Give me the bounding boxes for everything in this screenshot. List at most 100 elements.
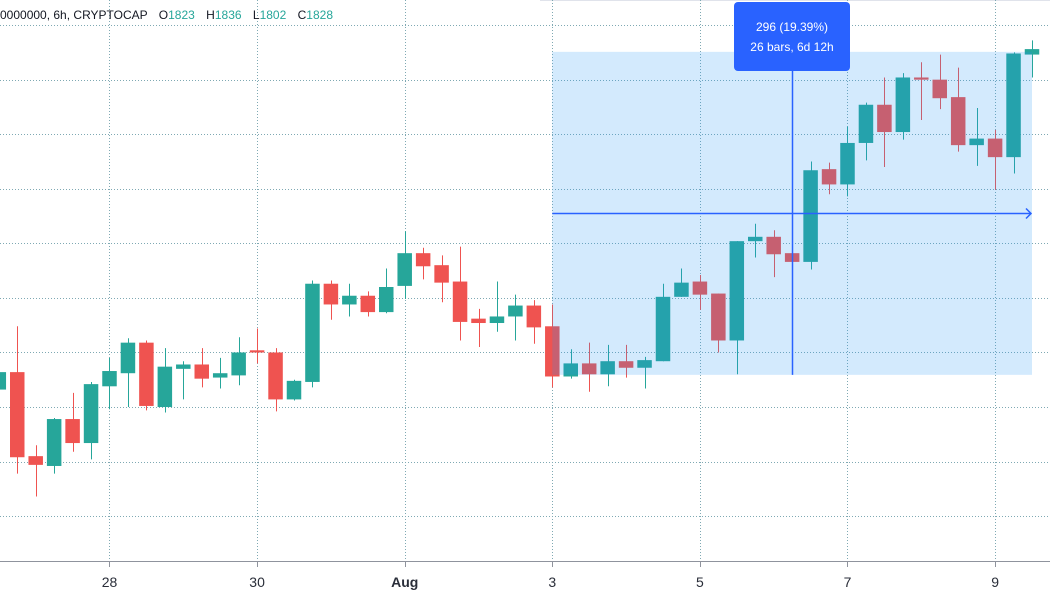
pane-top-border (540, 0, 1050, 1)
time-axis-label: 30 (249, 574, 265, 590)
close-label: C (297, 8, 307, 22)
candle-up (342, 283, 357, 317)
legend-open: O1823 (159, 8, 195, 22)
candle-body (914, 77, 929, 80)
candle-body (231, 352, 246, 376)
candle-up (803, 161, 818, 270)
candle-body (305, 283, 320, 382)
candle-body (655, 296, 671, 362)
candle-up (637, 356, 652, 389)
candle-up (397, 231, 412, 300)
candle-up (858, 102, 874, 161)
candle-body (563, 363, 578, 377)
candle-up (305, 280, 320, 388)
candle-body (342, 295, 357, 305)
measurement-tooltip: 296 (19.39%) 26 bars, 6d 12h (734, 2, 850, 71)
time-axis-tick (552, 562, 553, 567)
candle-body (803, 170, 818, 262)
time-axis[interactable]: 28 30 Aug 3 5 7 9 (0, 561, 1050, 600)
candle-up (102, 357, 117, 410)
candle-body (212, 373, 228, 378)
candle-up (0, 372, 7, 390)
candle-down (545, 304, 560, 388)
candle-body (508, 305, 523, 317)
measurement-bars-duration: 26 bars, 6d 12h (750, 40, 834, 54)
time-axis-tick (257, 562, 258, 567)
candle-body (102, 371, 117, 387)
price-chart[interactable] (0, 0, 1050, 562)
candle-down (618, 344, 634, 378)
candle-body (452, 281, 468, 322)
candle-down (452, 246, 468, 341)
candle-up (1006, 52, 1021, 174)
candle-body (950, 97, 966, 146)
high-label: H (206, 8, 215, 22)
candle-body (323, 283, 339, 305)
candle-body (600, 361, 615, 375)
candle-down (692, 274, 708, 310)
candle-up (748, 223, 763, 258)
candle-body (821, 169, 837, 185)
candle-up (895, 73, 911, 140)
candle-body (65, 419, 80, 444)
candle-down (268, 348, 283, 412)
candle-body (637, 360, 652, 368)
candle-body (581, 363, 597, 375)
candle-body (83, 384, 99, 444)
candle-up (655, 283, 671, 362)
time-axis-label: 9 (991, 574, 999, 590)
candle-up (176, 361, 191, 400)
candle-down (526, 300, 542, 344)
arrow-right-icon (1025, 207, 1033, 220)
candle-body (268, 352, 283, 400)
candle-body (692, 281, 708, 295)
candle-body (0, 372, 7, 390)
candle-down (323, 280, 339, 320)
time-axis-tick (995, 562, 996, 567)
candle-body (674, 282, 689, 297)
low-label: L (252, 8, 260, 22)
candle-down (415, 247, 431, 280)
candle-body (526, 305, 542, 328)
legend-high: H1836 (206, 8, 241, 22)
candle-body (10, 372, 25, 458)
candle-body (618, 361, 634, 368)
candle-body (415, 253, 431, 267)
candle-body (28, 456, 43, 465)
candle-down (711, 293, 726, 353)
candle-up (600, 344, 615, 387)
time-axis-label: 5 (695, 574, 704, 590)
candle-body (397, 253, 412, 286)
candle-down (194, 348, 209, 388)
candle-up (508, 294, 523, 341)
candle-up (674, 268, 689, 297)
candle-body (711, 293, 726, 341)
candle-body (139, 342, 154, 406)
candle-body (471, 318, 486, 324)
candle-body (969, 138, 984, 146)
symbol-title: 0000000, 6h, CRYPTOCAP (0, 8, 148, 22)
candle-up (46, 417, 62, 474)
candle-down (28, 445, 43, 497)
candle-down (877, 77, 892, 167)
candle-up (379, 268, 394, 314)
time-axis-tick (847, 562, 848, 567)
open-value: 1823 (168, 8, 195, 22)
candle-body (748, 236, 763, 242)
grid (0, 0, 1050, 562)
candle-down (987, 129, 1003, 190)
candle-down (434, 255, 449, 303)
candle-body (194, 364, 209, 379)
candle-up (157, 348, 173, 413)
price-range-measurement[interactable] (552, 51, 1033, 375)
candle-body (877, 104, 892, 133)
candle-body (157, 366, 173, 408)
candle-down (581, 342, 597, 392)
candle-up (489, 281, 505, 332)
candle-body (120, 342, 136, 374)
candle-body (545, 326, 560, 377)
candle-up (83, 381, 99, 460)
candle-body (766, 236, 781, 255)
measurement-price-change: 296 (19.39%) (755, 20, 829, 34)
candles (0, 40, 1040, 497)
